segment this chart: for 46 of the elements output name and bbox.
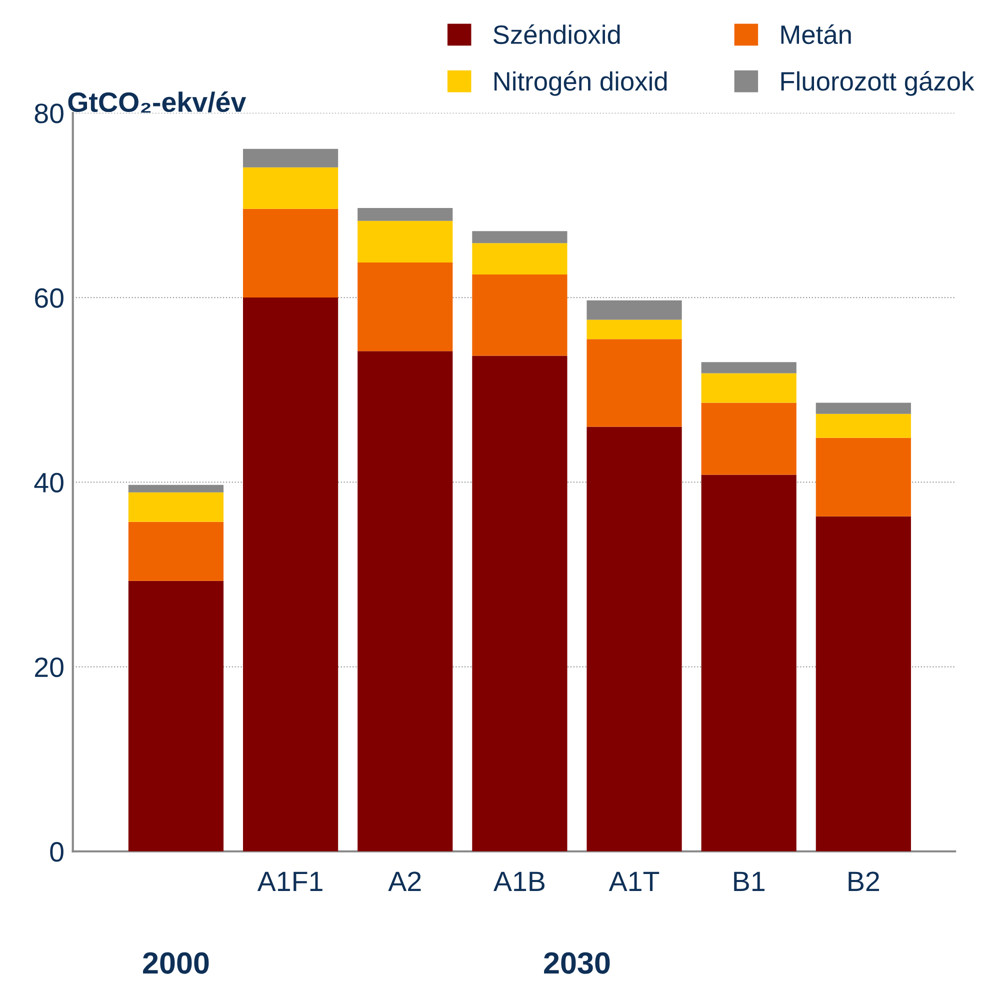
bar xyxy=(358,220,453,262)
bar xyxy=(243,167,338,209)
legend-label: Széndioxid xyxy=(494,24,620,44)
legend-label: Fluorozott gázok xyxy=(781,71,974,96)
y-tick-label: 80 xyxy=(34,104,64,124)
bar xyxy=(472,231,568,244)
bar xyxy=(472,243,568,274)
bar xyxy=(816,438,911,516)
bar xyxy=(816,516,911,852)
bar xyxy=(586,339,682,427)
bar xyxy=(358,208,453,221)
legend-label: Metán xyxy=(781,24,851,44)
x-tick-label: B2 xyxy=(848,872,880,891)
bar xyxy=(701,373,796,403)
bar xyxy=(701,402,796,475)
bar xyxy=(243,148,338,168)
bar xyxy=(586,300,682,320)
y-axis-title: GtCO₂-ekv/év xyxy=(68,91,246,113)
bar xyxy=(358,262,453,352)
x-tick-label: A2 xyxy=(388,872,421,891)
bar xyxy=(472,356,568,852)
bar xyxy=(816,414,911,438)
bar xyxy=(816,402,911,414)
bar xyxy=(358,351,453,852)
bar xyxy=(128,580,224,852)
x-tick-label: B1 xyxy=(734,872,764,891)
text: 2030 xyxy=(544,952,610,974)
x-tick-label: A1T xyxy=(608,872,660,891)
bar xyxy=(701,362,796,374)
bar xyxy=(128,484,224,492)
y-tick-label: 40 xyxy=(34,472,64,492)
x-tick-label: A1B xyxy=(494,872,544,891)
bar xyxy=(472,274,568,356)
bar xyxy=(128,522,224,581)
bar xyxy=(586,320,682,340)
bar xyxy=(243,208,338,298)
text: 2000 xyxy=(143,952,209,974)
y-tick-label: 20 xyxy=(35,657,64,678)
legend-label: Nitrogén dioxid xyxy=(494,71,667,96)
bar xyxy=(701,474,796,852)
bar xyxy=(128,492,224,522)
bar xyxy=(243,298,338,852)
bar xyxy=(586,426,682,852)
y-tick-label: 0 xyxy=(50,842,64,862)
y-tick-label: 60 xyxy=(35,288,64,308)
x-tick-label: A1F1 xyxy=(257,872,322,891)
